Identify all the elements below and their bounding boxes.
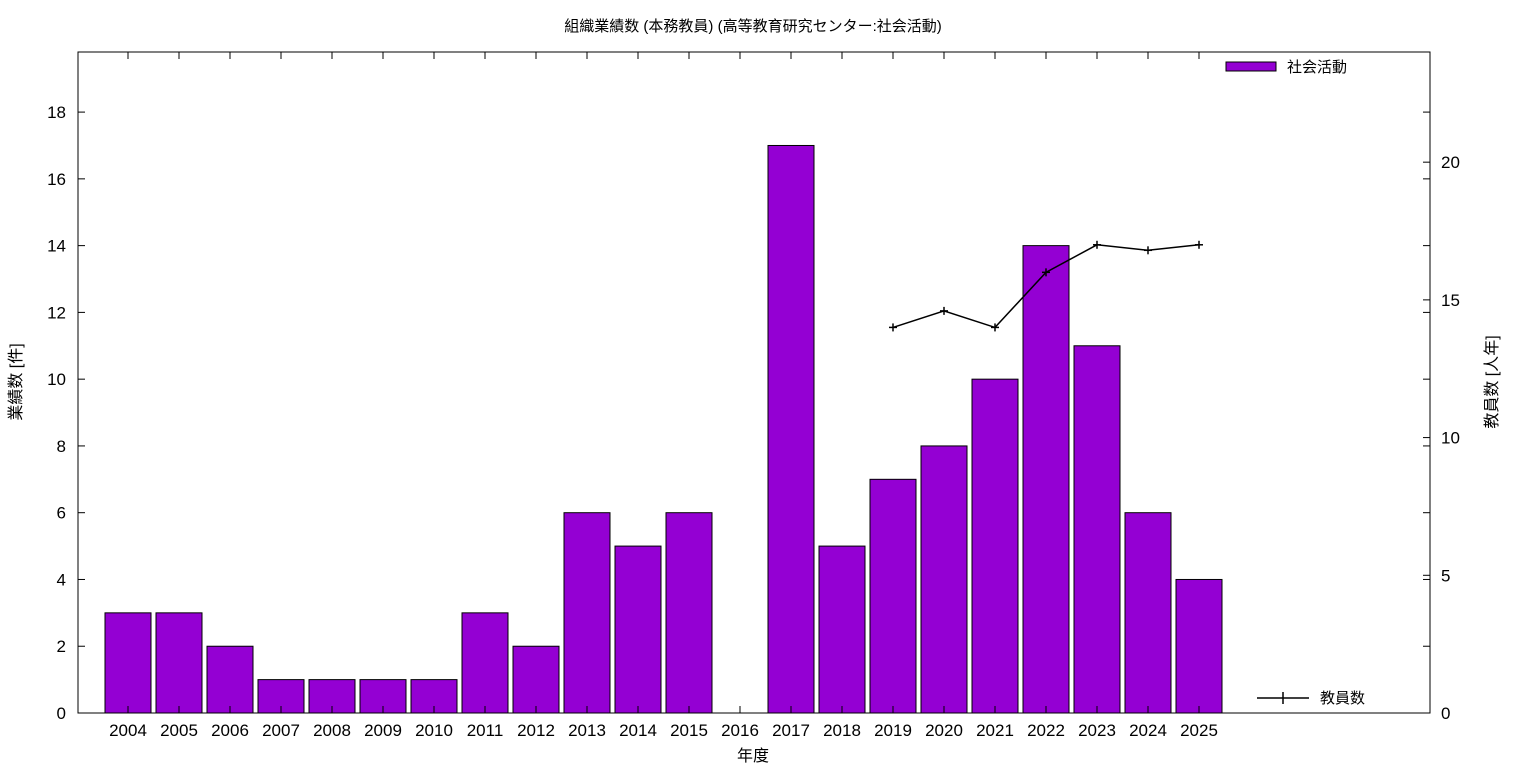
x-tick-label: 2022 xyxy=(1027,721,1065,740)
line-layer xyxy=(889,240,1203,332)
x-tick-label: 2004 xyxy=(109,721,147,740)
x-tick-label: 2012 xyxy=(517,721,555,740)
legend-bar-swatch xyxy=(1225,61,1277,72)
bar-2011 xyxy=(461,612,509,714)
line-point-2020 xyxy=(940,306,948,315)
y2-tick-label: 10 xyxy=(1441,429,1460,448)
x-axis-label: 年度 xyxy=(737,747,769,765)
line-point-2024 xyxy=(1144,246,1152,255)
line-point-2019 xyxy=(889,323,897,332)
y-tick-label: 10 xyxy=(47,370,66,389)
plot-frame xyxy=(77,51,1431,714)
x-tick-label: 2017 xyxy=(772,721,810,740)
x-tick-label: 2013 xyxy=(568,721,606,740)
y2-axis-label: 教員数 [人年] xyxy=(1483,335,1501,428)
y-tick-label: 2 xyxy=(57,637,66,656)
left-axis: 0 2 4 6 8 10 12 14 16 18 xyxy=(47,103,1430,723)
y-tick-label: 12 xyxy=(47,303,66,322)
bar-2020 xyxy=(920,445,968,714)
bar-2019 xyxy=(869,478,917,714)
x-tick-label: 2015 xyxy=(670,721,708,740)
y-tick-label: 6 xyxy=(57,504,66,523)
x-tick-label: 2007 xyxy=(262,721,300,740)
x-tick-label: 2019 xyxy=(874,721,912,740)
x-axis: 2004 2005 2006 2007 2008 2009 2010 2011 2012 2013… xyxy=(109,52,1218,740)
x-tick-label: 2011 xyxy=(467,721,504,740)
bar-2014 xyxy=(614,545,662,714)
bar-2018 xyxy=(818,545,866,714)
x-tick-label: 2016 xyxy=(721,721,759,740)
legend-line: 教員数 xyxy=(1257,690,1365,707)
y-tick-label: 0 xyxy=(57,704,66,723)
bar-2017 xyxy=(767,144,815,714)
y-axis-label: 業績数 [件] xyxy=(7,343,25,420)
bar-2006 xyxy=(206,645,254,714)
x-tick-label: 2014 xyxy=(619,721,657,740)
x-tick-label: 2008 xyxy=(313,721,351,740)
right-axis: 0 5 10 15 20 xyxy=(1423,153,1460,723)
x-tick-label: 2005 xyxy=(160,721,198,740)
y-tick-label: 18 xyxy=(47,103,66,122)
line-point-2021 xyxy=(991,323,999,332)
y-tick-label: 14 xyxy=(47,237,66,256)
y2-tick-label: 15 xyxy=(1441,291,1460,310)
x-tick-label: 2025 xyxy=(1180,721,1218,740)
x-tick-label: 2024 xyxy=(1129,721,1167,740)
legend-bars: 社会活動 xyxy=(1225,59,1347,76)
x-tick-label: 2021 xyxy=(976,721,1014,740)
bar-2004 xyxy=(104,612,152,714)
bar-2021 xyxy=(971,378,1019,714)
chart-title: 組織業績数 (本務教員) (高等教育研究センター:社会活動) xyxy=(564,17,942,35)
x-tick-label: 2018 xyxy=(823,721,861,740)
x-tick-label: 2023 xyxy=(1078,721,1116,740)
line-point-2023 xyxy=(1093,240,1101,249)
bar-2013 xyxy=(563,512,611,714)
line-point-2022 xyxy=(1042,268,1050,277)
legend-line-label: 教員数 xyxy=(1320,690,1365,707)
x-tick-label: 2006 xyxy=(211,721,249,740)
x-tick-label: 2009 xyxy=(364,721,402,740)
bar-2022 xyxy=(1022,245,1070,714)
line-point-2025 xyxy=(1195,240,1203,249)
y-tick-label: 16 xyxy=(47,170,66,189)
bar-2025 xyxy=(1175,578,1223,714)
bar-2024 xyxy=(1124,512,1172,714)
bar-2015 xyxy=(665,512,713,714)
y2-tick-label: 5 xyxy=(1441,566,1450,585)
legend-bar-label: 社会活動 xyxy=(1287,59,1347,76)
x-tick-label: 2010 xyxy=(415,721,453,740)
y2-tick-label: 20 xyxy=(1441,153,1460,172)
x-tick-label: 2020 xyxy=(925,721,963,740)
y-tick-label: 8 xyxy=(57,437,66,456)
bar-2023 xyxy=(1073,345,1121,714)
bars-layer xyxy=(104,144,1223,714)
y2-tick-label: 0 xyxy=(1441,704,1450,723)
bar-2012 xyxy=(512,645,560,714)
bar-2005 xyxy=(155,612,203,714)
y-tick-label: 4 xyxy=(57,570,66,589)
